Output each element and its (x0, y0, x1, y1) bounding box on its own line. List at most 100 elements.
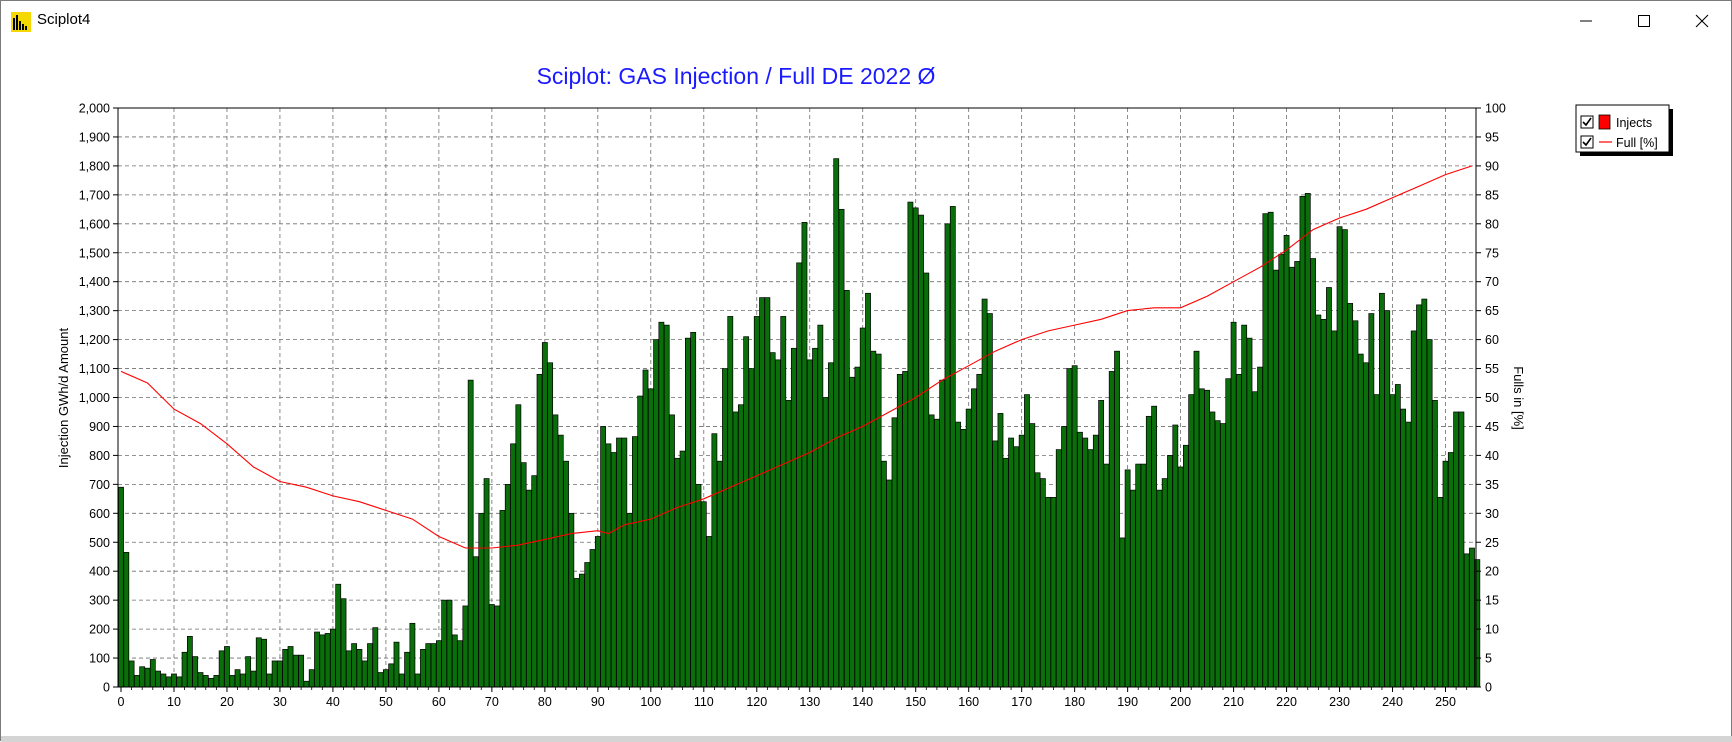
bar (181, 651, 188, 688)
y2-tick-label: 100 (1485, 102, 1506, 116)
bar (1124, 469, 1131, 688)
y2-tick-label: 0 (1485, 681, 1492, 695)
bar (1225, 378, 1232, 688)
bar (1008, 437, 1014, 688)
x-tick-label: 220 (1276, 695, 1297, 709)
y-tick-label: 1,000 (79, 391, 110, 405)
bar (1204, 389, 1210, 688)
bar (239, 673, 246, 688)
x-tick-label: 230 (1329, 695, 1350, 709)
bar (737, 404, 744, 688)
bar (1273, 269, 1279, 688)
maximize-button[interactable] (1615, 1, 1673, 41)
minimize-icon (1580, 20, 1592, 22)
y2-tick-label: 30 (1485, 507, 1499, 521)
bar (1055, 449, 1062, 688)
bar (1018, 434, 1025, 688)
y2-tick-label: 35 (1485, 478, 1499, 492)
y-axis-label: Injection GWh/d Amount (56, 328, 71, 469)
x-tick-label: 200 (1170, 695, 1191, 709)
y2-tick-label: 95 (1485, 130, 1499, 144)
bar (790, 347, 797, 688)
bar (499, 510, 506, 688)
bar (435, 640, 442, 688)
bar (1087, 449, 1094, 688)
bar (414, 673, 421, 688)
x-tick-label: 160 (958, 695, 979, 709)
bar (907, 201, 914, 688)
legend-checkbox-injects[interactable] (1580, 115, 1594, 129)
bar (1400, 408, 1407, 688)
bar (1267, 211, 1274, 688)
y-tick-label: 1,100 (79, 362, 110, 376)
y2-tick-label: 70 (1485, 275, 1499, 289)
bar (234, 669, 241, 688)
bar (865, 292, 871, 688)
bar (939, 379, 946, 688)
bar (923, 272, 930, 688)
legend-label-full: Full [%] (1616, 136, 1658, 150)
bar (520, 462, 527, 688)
bar (1045, 497, 1052, 688)
bar (912, 207, 919, 688)
bar (1326, 287, 1332, 688)
plot-area: 0 100 200 300 400 500 600 700 800 900 1,000 1,100 1,… (1, 41, 1731, 740)
bar (1262, 213, 1269, 688)
bar (679, 450, 686, 688)
bar (298, 654, 305, 688)
bar (838, 208, 845, 688)
legend-item-injects[interactable]: Injects (1580, 114, 1652, 130)
bar (144, 667, 151, 688)
bar (775, 359, 781, 688)
bar (1161, 478, 1168, 688)
bar (716, 460, 723, 688)
bar (706, 536, 712, 688)
bar (1426, 339, 1433, 688)
bar (547, 362, 554, 688)
x-tick-label: 130 (799, 695, 820, 709)
window-title: Sciplot4 (37, 11, 91, 28)
bar (372, 627, 379, 688)
bar (1257, 366, 1263, 688)
bar (1379, 292, 1385, 688)
bar (616, 437, 622, 688)
bar (1135, 463, 1142, 688)
x-tick-label: 180 (1064, 695, 1085, 709)
close-button[interactable] (1673, 1, 1731, 41)
bar (123, 552, 130, 688)
bar (1442, 460, 1449, 688)
x-tick-label: 0 (118, 695, 125, 709)
bar (446, 599, 453, 688)
bar (287, 646, 294, 688)
bar (192, 656, 199, 688)
bar (817, 324, 824, 688)
y-tick-label: 500 (89, 536, 110, 550)
bar (1103, 463, 1110, 688)
y2-tick-label: 40 (1485, 449, 1499, 463)
bar (1432, 400, 1438, 688)
bar (684, 337, 691, 688)
bar (1039, 478, 1046, 688)
bar (425, 643, 432, 688)
bar (849, 376, 856, 688)
bar (753, 316, 760, 688)
bar (1405, 421, 1412, 688)
x-tick-label: 20 (220, 695, 234, 709)
bar (361, 660, 368, 688)
bar (1002, 457, 1009, 688)
bar (515, 404, 522, 688)
x-tick-label: 70 (485, 695, 499, 709)
title-bar[interactable]: Sciplot4 (1, 1, 1731, 41)
minimize-button[interactable] (1557, 1, 1615, 41)
legend-checkbox-full[interactable] (1580, 135, 1594, 149)
bar (218, 650, 225, 688)
bar (896, 373, 903, 688)
bar (1310, 258, 1316, 688)
close-icon (1695, 14, 1709, 28)
bar (568, 512, 575, 688)
bar (271, 660, 278, 688)
legend-item-full[interactable]: Full [%] (1580, 135, 1658, 150)
bar (785, 400, 792, 688)
x-tick-label: 90 (591, 695, 605, 709)
bar (457, 640, 463, 688)
